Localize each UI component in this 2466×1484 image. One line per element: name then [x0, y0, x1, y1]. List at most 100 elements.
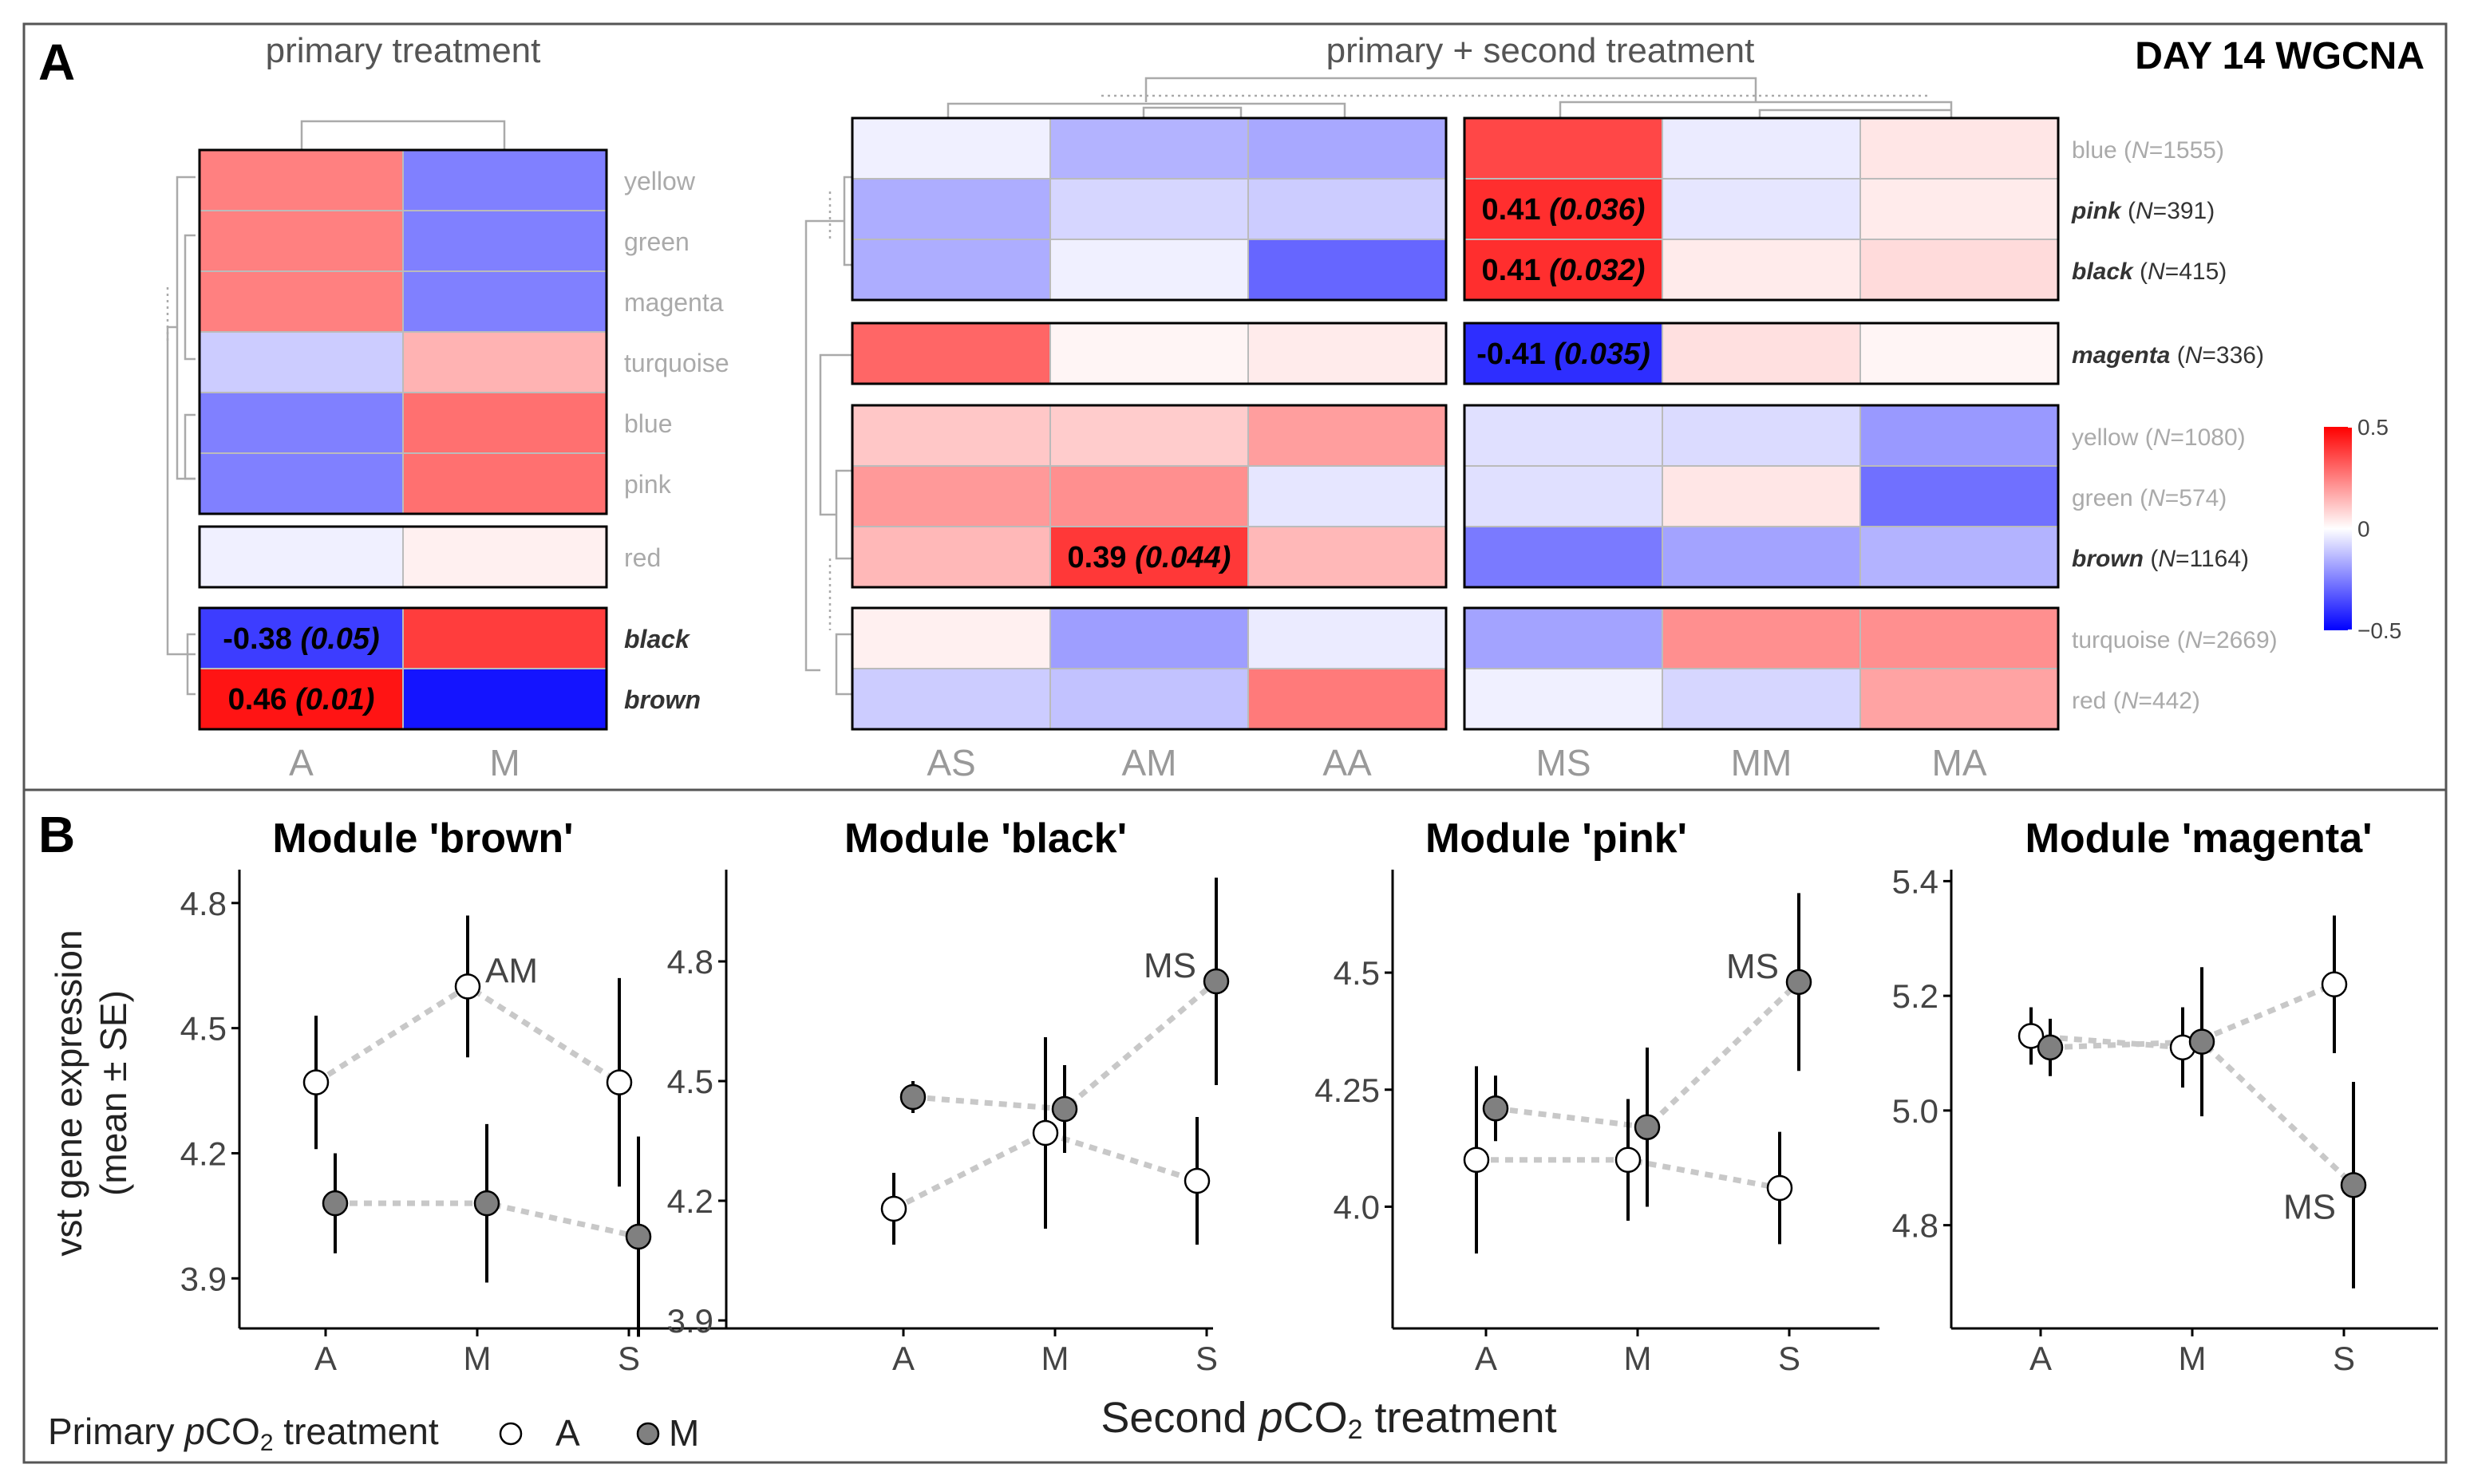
heatmap-group-border: [851, 404, 1448, 589]
row-label: red (N=442): [2072, 688, 2200, 714]
panel-a-title-left: primary treatment: [266, 31, 541, 70]
heatmap-group-border: [198, 606, 608, 731]
heatmap-cell: [1464, 607, 1663, 669]
data-point: [899, 1083, 927, 1111]
heatmap-cell: [1464, 526, 1663, 588]
row-label: red: [624, 543, 661, 572]
heatmap-group-border: [1463, 404, 2060, 589]
heatmap-cell: [199, 270, 404, 333]
heatmap-cell: [1247, 117, 1447, 180]
column-label: AA: [1322, 742, 1372, 783]
heatmap-cell: [1464, 405, 1663, 467]
data-point: [1203, 968, 1230, 995]
heatmap-cell: [1049, 178, 1249, 240]
legend-marker: [636, 1422, 660, 1446]
heatmap-cell: [852, 465, 1051, 527]
y-tick-label: 4.8: [180, 885, 227, 922]
x-tick-label: A: [314, 1340, 337, 1377]
data-point: [1463, 1147, 1490, 1174]
point-annotation: AM: [485, 951, 538, 990]
heatmap-group-border: [851, 606, 1448, 731]
colorbar-tick-label: −0.5: [2357, 618, 2401, 643]
y-tick-label: 3.9: [180, 1260, 227, 1297]
heatmap-cell: [1662, 607, 1861, 669]
heatmap-cell: [1247, 668, 1447, 730]
heatmap-cell: [402, 149, 607, 211]
column-label: MA: [1932, 742, 1987, 783]
y-tick-label: 4.5: [1334, 954, 1380, 992]
heatmap-cell: [1247, 526, 1447, 588]
panel-title: Module 'magenta': [2025, 815, 2373, 862]
column-label: MM: [1731, 742, 1792, 783]
point-annotation: MS: [1144, 946, 1196, 985]
heatmap-cell: [1859, 322, 2059, 385]
heatmap-cell: [402, 452, 607, 515]
x-tick-label: M: [464, 1340, 492, 1377]
heatmap-cell: [1049, 526, 1249, 588]
heatmap-cell: [1662, 526, 1861, 588]
panel-title: Module 'black': [844, 815, 1127, 862]
dendrogram-dotted: [166, 94, 1931, 630]
heatmap-cell: [1859, 465, 2059, 527]
heatmap-cell: [1049, 465, 1249, 527]
heatmap-cell: [402, 331, 607, 393]
colorbar-tick-label: 0: [2357, 517, 2370, 542]
heatmap-cell: [199, 526, 404, 588]
heatmap-cell: [199, 392, 404, 454]
heatmap-cell: [402, 668, 607, 730]
cell-label: 0.41 (0.032): [1482, 254, 1646, 287]
heatmap-cell: [1859, 239, 2059, 301]
y-tick-label: 4.2: [667, 1182, 713, 1220]
heatmap-cell: [1464, 117, 1663, 180]
heatmap-cell: [1662, 239, 1861, 301]
heatmap-group-border: [1463, 606, 2060, 731]
heatmap-cell: [852, 405, 1051, 467]
column-label: M: [489, 742, 520, 783]
y-tick-label: 4.8: [667, 943, 713, 981]
panel-a-letter: A: [38, 34, 75, 91]
legend-marker: [499, 1422, 523, 1446]
cell-label: -0.38 (0.05): [223, 622, 379, 656]
row-label: green (N=574): [2072, 485, 2227, 511]
data-point: [1051, 1095, 1078, 1123]
heatmap-cell: [1247, 405, 1447, 467]
y-tick-label: 4.5: [667, 1063, 713, 1100]
heatmap-cell: [1859, 178, 2059, 240]
x-tick-label: M: [1041, 1340, 1069, 1377]
heatmap-cell: [1662, 117, 1861, 180]
y-tick-label: 5.0: [1892, 1092, 1938, 1130]
heatmap-cell: [199, 452, 404, 515]
data-point: [625, 1223, 652, 1250]
row-label: yellow: [624, 167, 696, 195]
column-label: MS: [1536, 742, 1591, 783]
row-label: magenta: [624, 288, 724, 317]
heatmap-cell: [1049, 405, 1249, 467]
cell-label: 0.41 (0.036): [1482, 193, 1646, 227]
x-tick-label: S: [2333, 1340, 2355, 1377]
data-point: [454, 973, 481, 1000]
cell-label: 0.46 (0.01): [228, 683, 375, 716]
heatmap-cell: [852, 668, 1051, 730]
heatmap-cell: [1662, 465, 1861, 527]
heatmap-cell: [402, 392, 607, 454]
x-tick-label: M: [2179, 1340, 2207, 1377]
heatmap-cell: [402, 210, 607, 272]
heatmap-cell: [1662, 405, 1861, 467]
heatmap-cell: [1464, 465, 1663, 527]
heatmap-cell: [1859, 117, 2059, 180]
cell-label: 0.39 (0.044): [1068, 541, 1231, 574]
heatmap-cell: [199, 210, 404, 272]
heatmap-cell: [1662, 322, 1861, 385]
row-label: brown: [624, 685, 701, 714]
heatmap-cell: [1049, 607, 1249, 669]
heatmap-cell: [1049, 668, 1249, 730]
row-label: black: [624, 625, 691, 653]
heatmap-cell: [1859, 668, 2059, 730]
data-point: [1032, 1119, 1059, 1147]
heatmap-cell: [852, 607, 1051, 669]
x-tick-label: S: [1195, 1340, 1218, 1377]
row-label: black (N=415): [2072, 259, 2227, 285]
heatmap-cell: [852, 117, 1051, 180]
column-label: AS: [927, 742, 975, 783]
panel-a-title-mid: primary + second treatment: [1326, 31, 1755, 70]
